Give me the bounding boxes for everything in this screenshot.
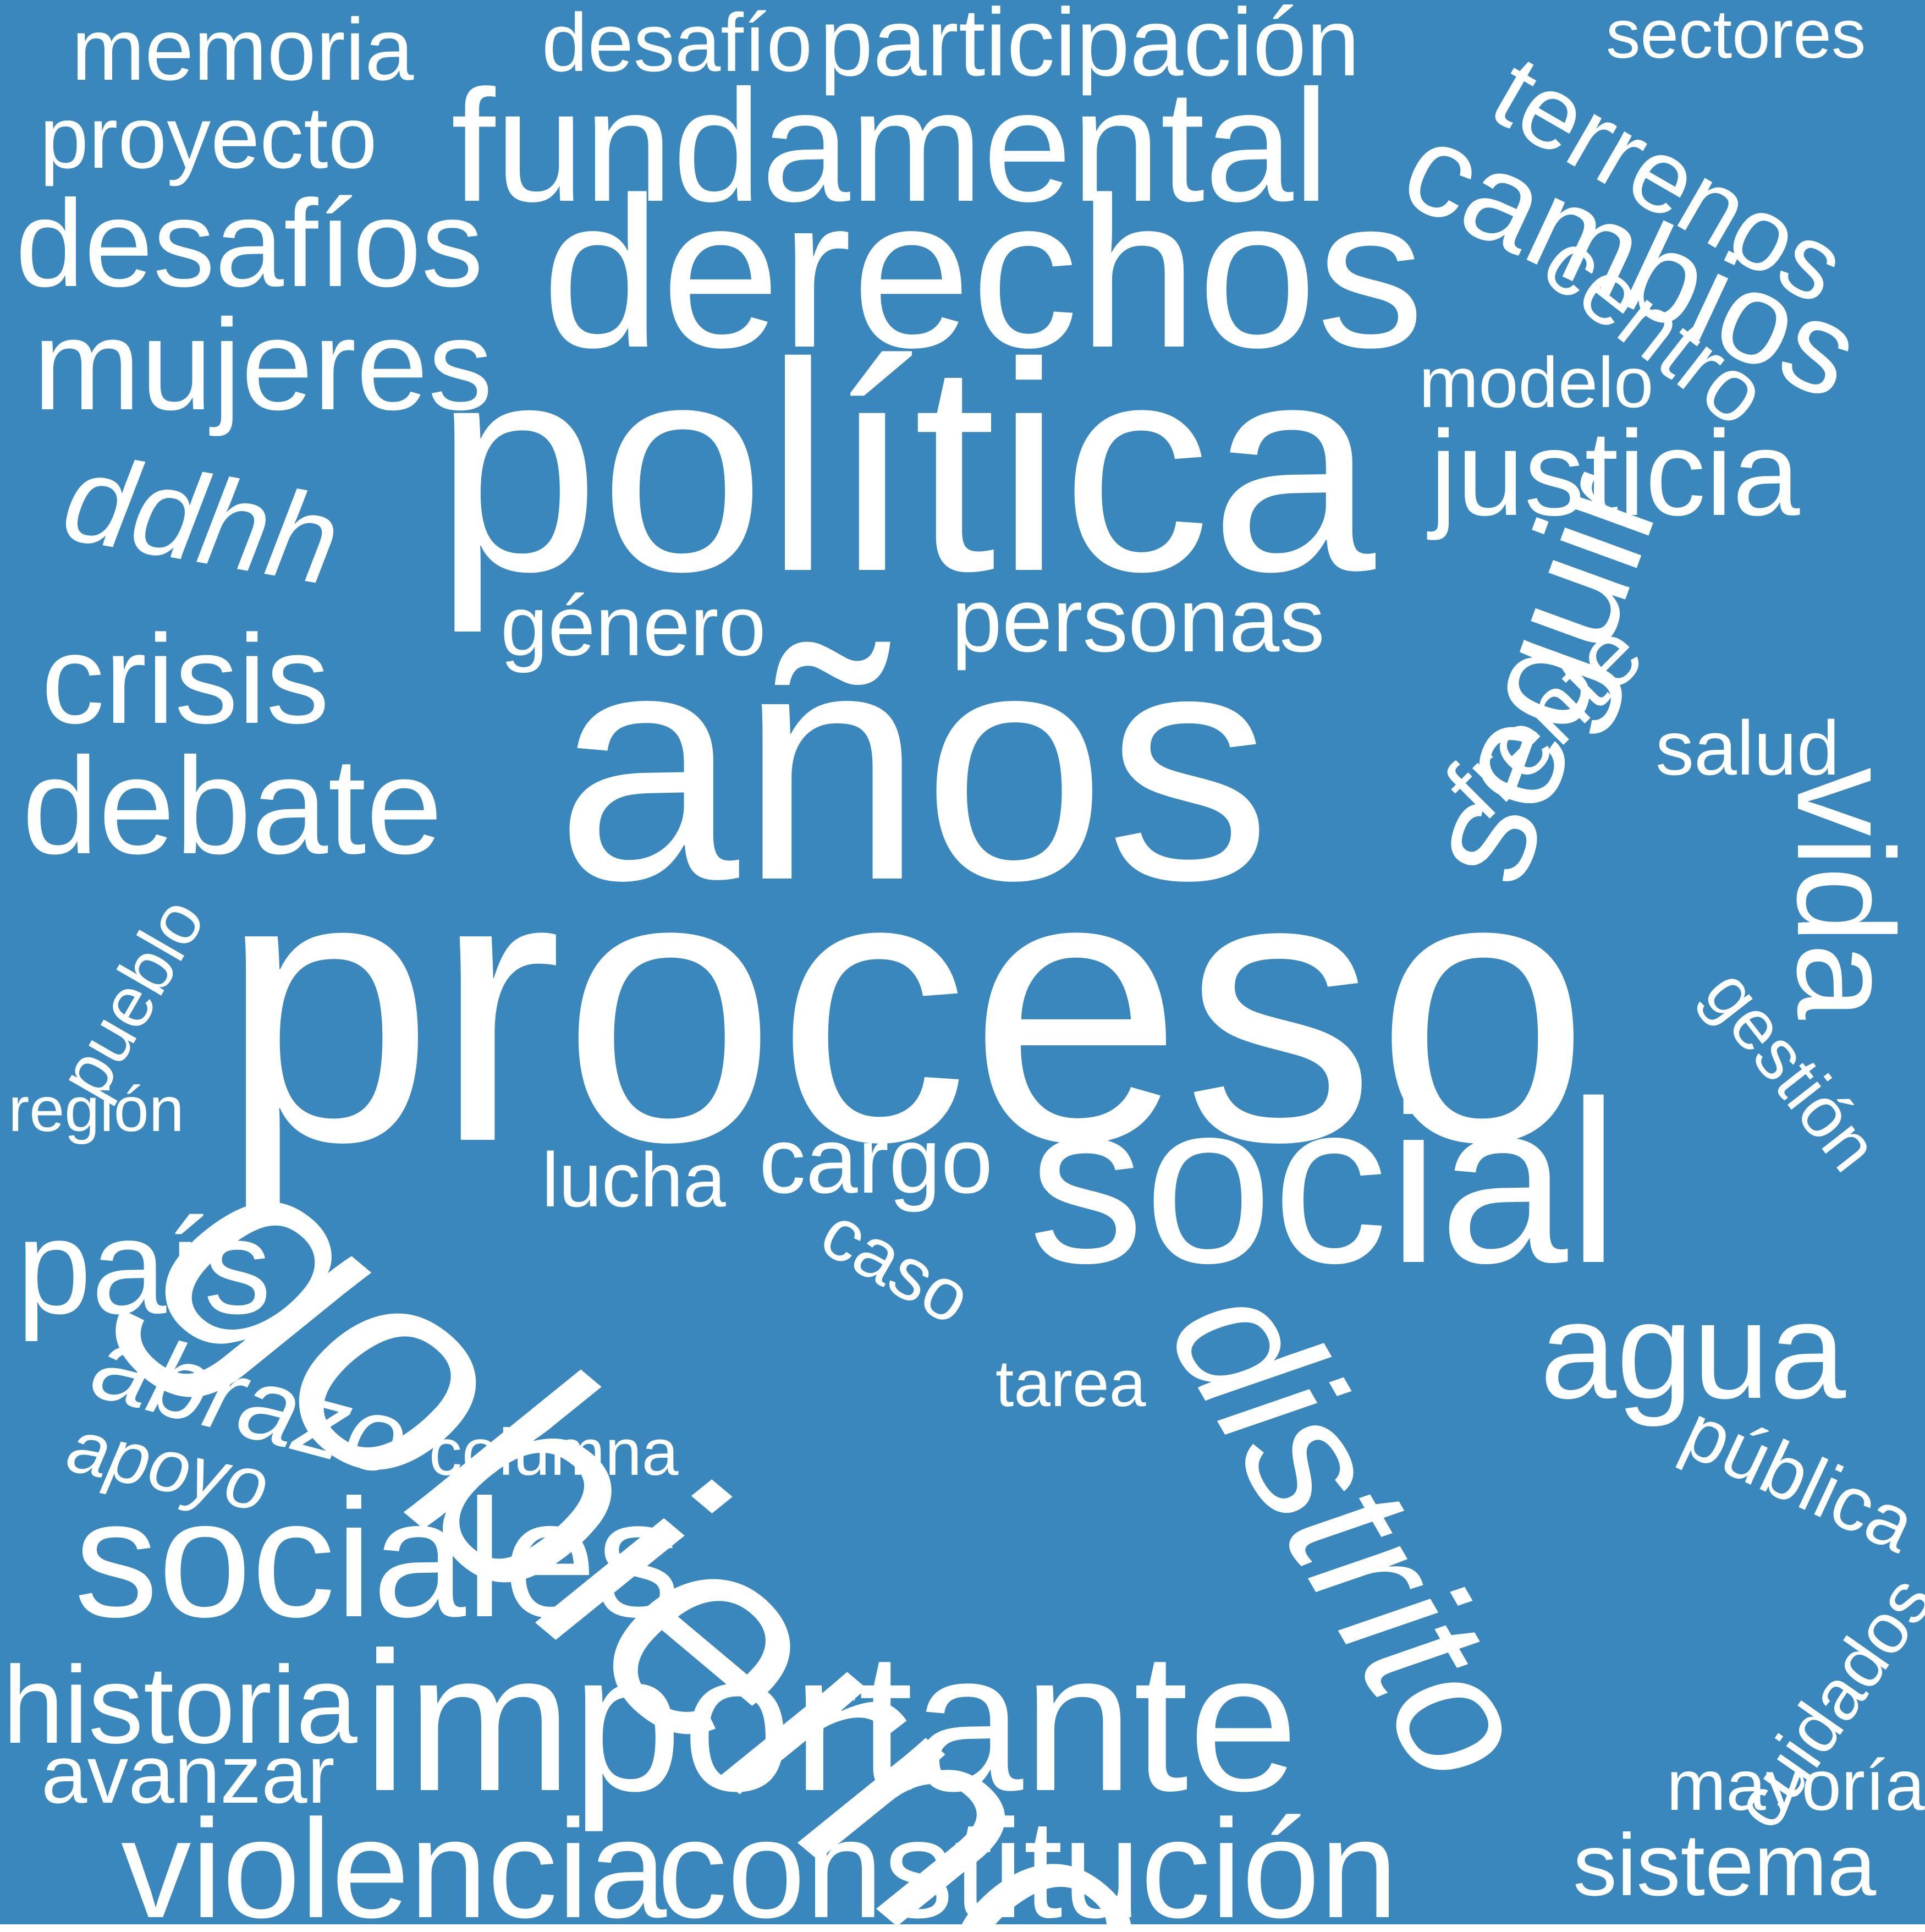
word-constitucion: constitución [657,1791,1398,1924]
word-importante: importante [363,1611,1299,1832]
word-sistema: sistema [1573,1815,1877,1914]
word-genero: género [501,578,766,673]
word-memoria: memoria [72,0,414,98]
word-proceso: proceso [220,792,1590,1222]
word-violencia: violencia [121,1791,667,1924]
word-personas: personas [952,569,1325,671]
word-desafios: desafíos [15,174,483,312]
word-anos: años [556,580,1272,949]
word-salud: salud [1656,705,1840,791]
word-tarea: tarea [996,1347,1146,1420]
word-mayoria: mayoría [1667,1745,1925,1825]
word-region: región [8,1074,184,1145]
word-agua: agua [1540,1274,1846,1427]
word-crisis: crisis [41,608,329,750]
word-lucha: lucha [542,1137,726,1223]
word-columna: columna [429,1415,679,1489]
word-social: social [1028,1053,1619,1311]
word-modelo: modelo [1419,342,1654,422]
word-historia: historia [3,1644,358,1766]
word-proyecto: proyecto [40,88,377,186]
word-desafio: desafío [542,0,813,89]
word-debate: debate [22,729,443,882]
word-avanzar: avanzar [41,1728,335,1820]
word-derechos: derechos [542,152,1425,392]
word-ddhh: ddhh [54,427,350,612]
word-pais: país [16,1191,272,1342]
word-sociales: sociales [74,1464,680,1652]
word-participacion: participación [820,0,1360,96]
word-justicia: justicia [1430,405,1800,541]
word-politica: política [435,301,1376,633]
word-mujeres: mujeres [33,292,493,437]
word-vida: vida [1769,767,1922,1020]
word-sectores: sectores [1606,0,1866,73]
word-fundamental: fundamental [451,57,1329,235]
word-cargo: cargo [759,1108,993,1213]
